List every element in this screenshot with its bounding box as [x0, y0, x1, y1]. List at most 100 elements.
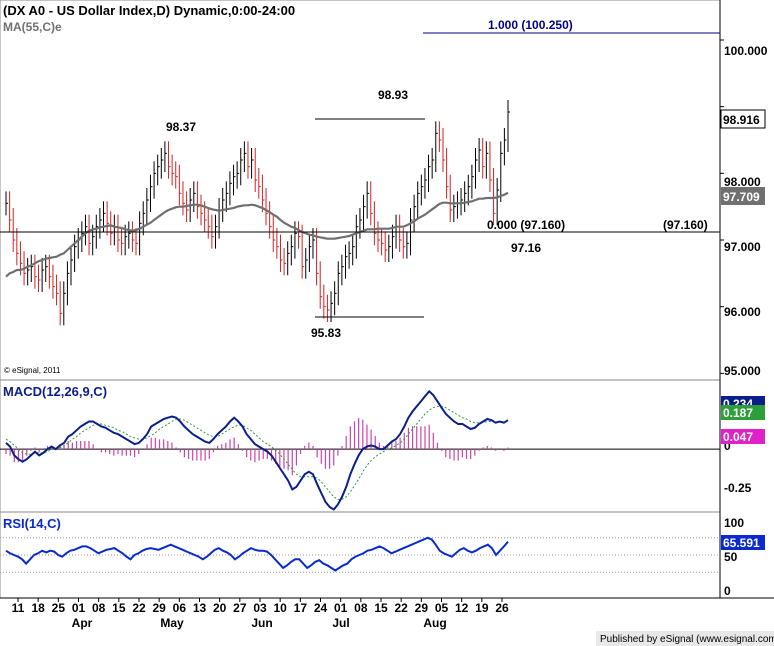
price-bar	[290, 234, 294, 266]
price-bar	[88, 214, 92, 256]
price-bar	[27, 258, 30, 286]
rsi-tick: 0	[724, 584, 731, 598]
price-bar	[74, 234, 77, 272]
price-bar	[38, 264, 41, 292]
high-label: 98.93	[378, 88, 408, 102]
price-bar	[298, 221, 301, 249]
signal-line	[5, 405, 508, 500]
price-bar	[128, 221, 131, 249]
price-bar	[334, 281, 337, 316]
price-bar	[247, 141, 250, 179]
price-bar	[200, 194, 204, 226]
price-bar	[9, 191, 12, 232]
price-bar	[344, 244, 348, 279]
price-bar	[229, 171, 232, 206]
price-bar	[265, 188, 269, 226]
price-bar	[236, 161, 240, 189]
price-tick: 95.000	[724, 364, 761, 378]
date-tick-label: 19	[475, 601, 489, 615]
date-tick-label: 12	[455, 601, 469, 615]
date-tick-label: 17	[294, 601, 308, 615]
rsi-value-box	[721, 535, 765, 550]
price-bar	[413, 194, 417, 232]
price-bar	[373, 201, 377, 246]
price-bar	[254, 148, 258, 192]
price-bar	[283, 248, 287, 276]
price-bar	[110, 211, 113, 246]
level-label: 97.16	[511, 241, 541, 255]
price-bar	[308, 234, 312, 272]
price-bar	[471, 164, 474, 199]
date-tick-label: 27	[233, 601, 247, 615]
price-bar	[312, 228, 315, 259]
macd-line	[5, 389, 509, 511]
price-bar	[319, 261, 323, 309]
hist-value: 0.047	[723, 430, 753, 444]
last-price-box	[720, 109, 766, 129]
date-tick-label: 25	[52, 601, 66, 615]
price-bar	[363, 194, 366, 232]
price-bar	[48, 254, 52, 289]
month-label: Jul	[332, 616, 349, 630]
price-bar	[178, 164, 182, 206]
last-price-value: 98.916	[723, 113, 760, 127]
price-bar	[337, 261, 341, 306]
price-bar	[142, 201, 146, 236]
price-bar	[251, 148, 254, 179]
price-bar	[348, 241, 352, 269]
price-bar	[225, 181, 229, 212]
date-tick-label: 22	[394, 601, 408, 615]
price-bar	[420, 174, 424, 206]
price-bar	[222, 188, 225, 222]
price-bar	[240, 148, 243, 186]
price-bar	[16, 228, 19, 266]
price-bar	[276, 228, 279, 259]
hist-value-box	[721, 429, 765, 444]
published-text: Published by eSignal (www.esignal.com)	[600, 634, 774, 645]
price-bar	[121, 228, 124, 256]
macd-label: MACD(12,26,9,C)	[3, 384, 107, 399]
price-bar	[59, 281, 63, 326]
price-bar	[489, 141, 492, 192]
price-bar	[168, 141, 171, 179]
price-tick: 97.000	[724, 240, 761, 254]
low-label: 95.83	[311, 326, 341, 340]
date-tick-label: 18	[31, 601, 45, 615]
price-bar	[442, 128, 445, 172]
price-bar	[63, 281, 66, 326]
date-tick-label: 06	[173, 601, 187, 615]
date-tick-label: 29	[415, 601, 429, 615]
ma-line	[5, 191, 509, 278]
macd-tick: 0	[724, 439, 731, 453]
date-tick-label: 01	[334, 601, 348, 615]
price-bar	[341, 254, 344, 286]
price-tick: 100.000	[724, 44, 768, 58]
price-bar	[34, 254, 37, 289]
price-bar	[196, 181, 200, 219]
price-bar	[355, 214, 359, 259]
price-bar	[261, 174, 265, 212]
price-bar	[207, 208, 211, 239]
price-bar	[139, 211, 142, 256]
price-bar	[5, 191, 8, 216]
price-bar	[424, 168, 427, 199]
macd-panel	[0, 379, 721, 513]
price-bar	[453, 194, 456, 222]
price-bar	[352, 234, 355, 266]
rsi-line	[5, 536, 509, 572]
price-bar	[485, 141, 489, 179]
price-bar	[467, 174, 471, 206]
price-bar	[146, 188, 149, 226]
rsi-tick: 100	[724, 516, 744, 530]
price-bar	[323, 284, 326, 319]
price-bar	[464, 181, 467, 212]
price-bar	[301, 224, 305, 279]
date-tick-label: 01	[72, 601, 86, 615]
price-bar	[500, 141, 503, 202]
ma-label: MA(55,C)e	[3, 20, 62, 34]
price-bar	[449, 174, 453, 222]
price-bar	[160, 148, 164, 179]
date-tick-label: 13	[193, 601, 207, 615]
price-bar	[417, 181, 420, 219]
right-level-label: (97.160)	[663, 218, 708, 232]
